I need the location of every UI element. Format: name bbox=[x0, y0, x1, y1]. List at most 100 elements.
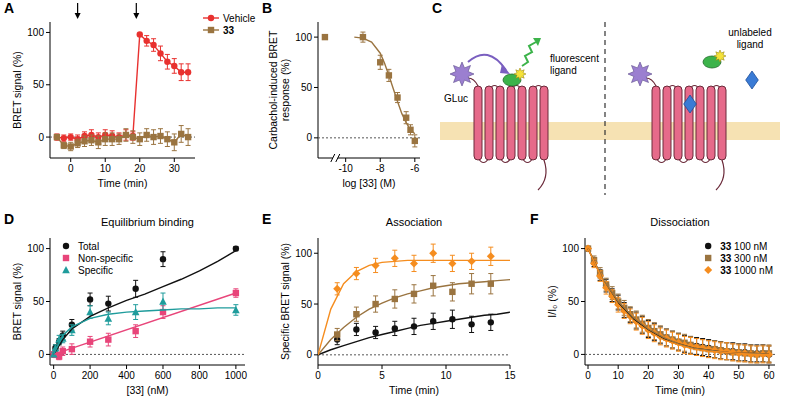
error-cap bbox=[640, 334, 645, 335]
error-cap bbox=[412, 284, 417, 285]
error-cap bbox=[106, 324, 111, 325]
error-cap bbox=[123, 141, 128, 142]
helix bbox=[696, 86, 704, 160]
error-cap bbox=[165, 146, 170, 147]
series-line bbox=[57, 134, 188, 147]
error-cap bbox=[172, 58, 177, 59]
error-cap bbox=[75, 134, 80, 135]
error-bar bbox=[412, 135, 417, 147]
error-cap bbox=[106, 296, 111, 297]
error-cap bbox=[718, 341, 723, 342]
error-cap bbox=[724, 359, 729, 360]
marker-square bbox=[412, 138, 418, 144]
error-cap bbox=[186, 145, 191, 146]
error-cap bbox=[88, 305, 93, 306]
panel-letter: E bbox=[262, 211, 271, 227]
legend-label: 33 100 nM bbox=[720, 241, 767, 252]
error-cap bbox=[694, 355, 699, 356]
series-3 bbox=[318, 312, 510, 355]
error-cap bbox=[412, 146, 417, 147]
error-cap bbox=[179, 142, 184, 143]
y-tick-label: 100 bbox=[295, 248, 312, 259]
error-cap bbox=[133, 324, 138, 325]
axis-break-slash bbox=[336, 154, 340, 162]
marker-circle bbox=[63, 243, 69, 249]
series-line bbox=[54, 293, 236, 354]
x-tick bbox=[768, 365, 769, 369]
x-tick-label: 400 bbox=[118, 370, 135, 381]
error-cap bbox=[652, 322, 657, 323]
marker-circle bbox=[143, 38, 149, 44]
helix bbox=[540, 86, 548, 160]
error-cap bbox=[133, 304, 138, 305]
marker-circle bbox=[150, 42, 156, 48]
x-tick-label: 5 bbox=[379, 370, 385, 381]
error-cap bbox=[718, 342, 723, 343]
error-bar bbox=[144, 36, 149, 46]
error-bar bbox=[431, 313, 436, 329]
error-cap bbox=[700, 339, 705, 340]
marker-square bbox=[102, 136, 108, 142]
legend-label: 33 300 nM bbox=[720, 253, 767, 264]
marker-square bbox=[74, 140, 80, 146]
error-cap bbox=[670, 331, 675, 332]
error-cap bbox=[186, 128, 191, 129]
legend-label-part: 33 bbox=[223, 25, 235, 36]
x-axis bbox=[318, 365, 510, 366]
error-bar bbox=[82, 136, 87, 146]
error-cap bbox=[616, 312, 621, 313]
error-cap bbox=[736, 343, 741, 344]
error-cap bbox=[664, 347, 669, 348]
error-cap bbox=[82, 131, 87, 132]
error-cap bbox=[179, 125, 184, 126]
error-cap bbox=[706, 339, 711, 340]
error-cap bbox=[718, 359, 723, 360]
series-3 bbox=[54, 251, 236, 355]
y-tick bbox=[314, 87, 318, 88]
series-line bbox=[54, 308, 236, 355]
x-axis-label: Time (min) bbox=[98, 177, 148, 189]
marker-square bbox=[449, 289, 455, 295]
fluorophore bbox=[714, 50, 726, 62]
error-bar bbox=[165, 54, 170, 69]
error-cap bbox=[431, 275, 436, 276]
series-2 bbox=[333, 244, 495, 295]
marker-square bbox=[61, 142, 67, 148]
x-tick bbox=[70, 158, 71, 162]
error-cap bbox=[354, 279, 359, 280]
helix bbox=[674, 86, 682, 160]
error-cap bbox=[754, 344, 759, 345]
error-cap bbox=[760, 344, 765, 345]
marker-square bbox=[88, 137, 94, 143]
marker-square bbox=[116, 136, 122, 142]
error-cap bbox=[688, 336, 693, 337]
error-cap bbox=[760, 345, 765, 346]
y-axis-label: Specific BRET signal (%) bbox=[279, 243, 291, 360]
error-cap bbox=[69, 335, 74, 336]
marker-square bbox=[705, 255, 711, 261]
x-tick bbox=[618, 365, 619, 369]
error-cap bbox=[165, 131, 170, 132]
error-cap bbox=[123, 128, 128, 129]
error-cap bbox=[186, 63, 191, 64]
error-cap bbox=[144, 35, 149, 36]
emission-head bbox=[533, 38, 541, 46]
error-cap bbox=[488, 247, 493, 248]
panel-0: A0102030050100Time (min)BRET signal (%)V… bbox=[4, 0, 256, 189]
plot-area bbox=[50, 245, 245, 359]
error-bar bbox=[450, 310, 455, 328]
helix bbox=[652, 86, 660, 160]
y-tick bbox=[314, 253, 318, 254]
error-cap bbox=[335, 344, 340, 345]
error-cap bbox=[151, 38, 156, 39]
chart-title: Equilibrium binding bbox=[101, 216, 194, 228]
helix bbox=[485, 86, 493, 160]
x-tick bbox=[139, 158, 140, 162]
y-tick-label: 0 bbox=[573, 349, 579, 360]
error-cap bbox=[616, 294, 621, 295]
error-cap bbox=[408, 134, 413, 135]
legend: TotalNon-specificSpecific bbox=[62, 241, 133, 276]
error-cap bbox=[158, 60, 163, 61]
error-cap bbox=[610, 286, 615, 287]
error-bar bbox=[123, 129, 128, 142]
